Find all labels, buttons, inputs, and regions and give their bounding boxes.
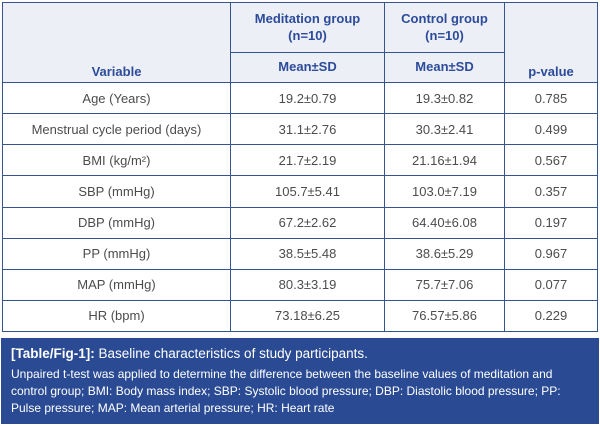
table-row-map: MAP (mmHg) 80.3±3.19 75.7±7.06 0.077 [2,268,598,301]
header-row-groups: Variable Meditation group (n=10) Control… [2,2,598,83]
cell-control-value: 75.7±7.06 [384,268,505,301]
cell-meditation-value: 73.18±6.25 [230,299,385,333]
cell-variable: SBP (mmHg) [2,175,231,208]
header-control-mean-sd: Mean±SD [384,52,505,83]
cell-p-value: 0.077 [504,268,598,301]
table-row-menstrual-cycle: Menstrual cycle period (days) 31.1±2.76 … [2,113,598,146]
cell-meditation-value: 105.7±5.41 [230,175,385,208]
table-fig-tag: [Table/Fig-1]: [11,346,95,361]
table-footnote: Unpaired t-test was applied to determine… [11,366,561,415]
cell-meditation-value: 38.5±5.48 [230,237,385,270]
table-row-dbp: DBP (mmHg) 67.2±2.62 64.40±6.08 0.197 [2,206,598,239]
cell-variable: BMI (kg/m²) [2,144,231,177]
header-p-value: p-value [504,2,598,83]
cell-control-value: 21.16±1.94 [384,144,505,177]
cell-p-value: 0.357 [504,175,598,208]
cell-control-value: 76.57±5.86 [384,299,505,333]
table-caption-bar: [Table/Fig-1]: Baseline characteristics … [1,338,599,424]
table-row-pp: PP (mmHg) 38.5±5.48 38.6±5.29 0.967 [2,237,598,270]
table-caption-text: Baseline characteristics of study partic… [94,346,368,361]
cell-variable: Age (Years) [2,81,231,115]
cell-control-value: 64.40±6.08 [384,206,505,239]
cell-meditation-value: 31.1±2.76 [230,113,385,146]
header-variable: Variable [2,2,231,83]
header-meditation-mean-sd: Mean±SD [230,52,385,83]
cell-variable: Menstrual cycle period (days) [2,113,231,146]
cell-control-value: 19.3±0.82 [384,81,505,115]
cell-p-value: 0.567 [504,144,598,177]
cell-p-value: 0.229 [504,299,598,333]
cell-meditation-value: 19.2±0.79 [230,81,385,115]
cell-meditation-value: 21.7±2.19 [230,144,385,177]
cell-meditation-value: 80.3±3.19 [230,268,385,301]
cell-control-value: 103.0±7.19 [384,175,505,208]
table-row-sbp: SBP (mmHg) 105.7±5.41 103.0±7.19 0.357 [2,175,598,208]
cell-variable: MAP (mmHg) [2,268,231,301]
cell-p-value: 0.197 [504,206,598,239]
cell-variable: DBP (mmHg) [2,206,231,239]
cell-control-value: 38.6±5.29 [384,237,505,270]
baseline-characteristics-table: Variable Meditation group (n=10) Control… [2,2,598,333]
table-row-age: Age (Years) 19.2±0.79 19.3±0.82 0.785 [2,81,598,115]
table-row-bmi: BMI (kg/m²) 21.7±2.19 21.16±1.94 0.567 [2,144,598,177]
cell-p-value: 0.499 [504,113,598,146]
table-row-hr: HR (bpm) 73.18±6.25 76.57±5.86 0.229 [2,299,598,333]
header-control-group: Control group (n=10) [384,2,505,53]
cell-meditation-value: 67.2±2.62 [230,206,385,239]
cell-variable: HR (bpm) [2,299,231,333]
cell-p-value: 0.967 [504,237,598,270]
header-meditation-group: Meditation group (n=10) [230,2,385,53]
cell-variable: PP (mmHg) [2,237,231,270]
table-caption-title: [Table/Fig-1]: Baseline characteristics … [11,345,589,363]
header-row-mean-sd: Mean±SD Mean±SD [3,52,598,83]
cell-p-value: 0.785 [504,81,598,115]
cell-control-value: 30.3±2.41 [384,113,505,146]
